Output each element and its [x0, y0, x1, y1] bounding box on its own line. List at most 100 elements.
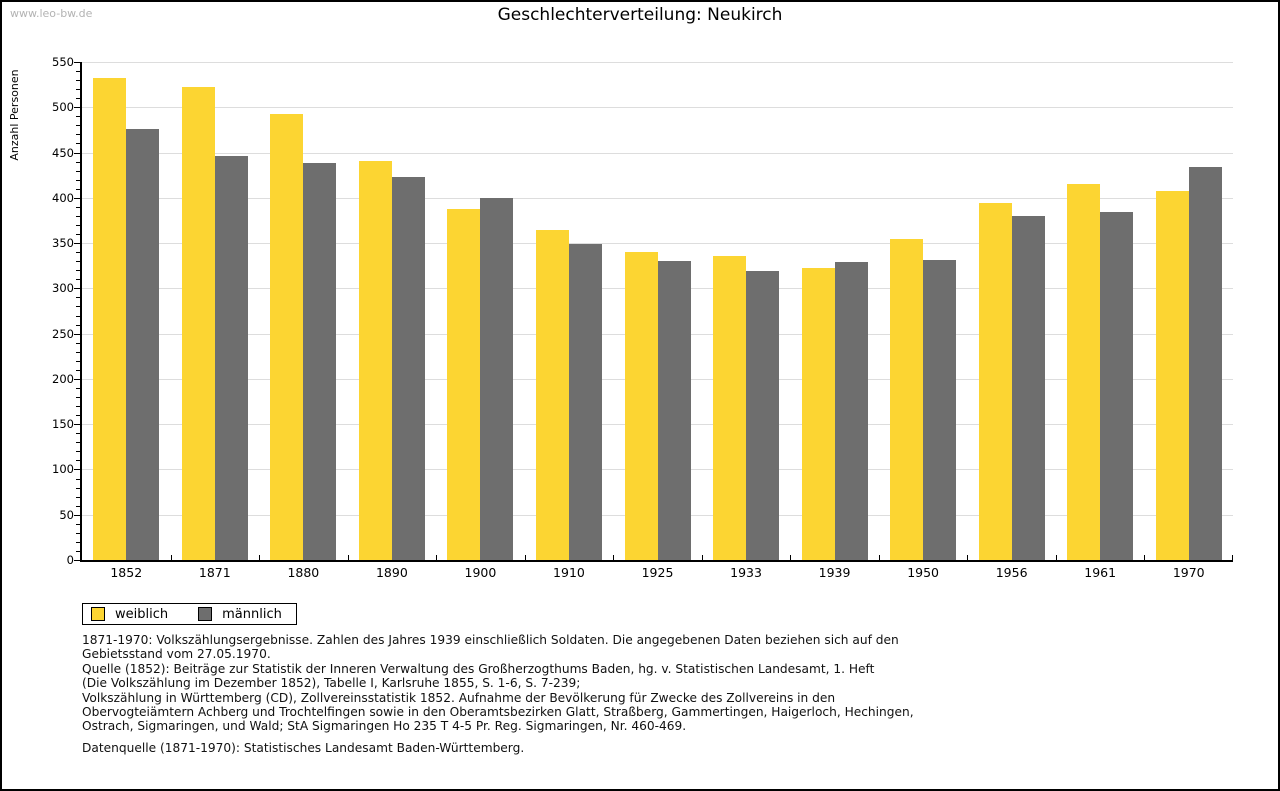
y-tick-260 [76, 324, 80, 326]
bar-männlich-1900 [480, 197, 514, 560]
y-tick-240 [76, 342, 80, 344]
y-tick-290 [76, 297, 80, 299]
y-tick-200 [74, 378, 80, 380]
y-axis-label: Anzahl Personen [8, 69, 21, 161]
x-axis-line [80, 560, 1233, 562]
x-axis-tick [967, 555, 969, 560]
y-tick-360 [76, 234, 80, 236]
y-tick-140 [76, 433, 80, 435]
legend-item-maennlich: männlich [198, 607, 282, 622]
y-tick-300 [74, 288, 80, 290]
bar-männlich-1852 [126, 129, 160, 560]
y-tick-20 [76, 541, 80, 543]
watermark: www.leo-bw.de [10, 7, 93, 20]
y-tick-150 [74, 424, 80, 426]
y-axis-tick-label: 400 [52, 190, 74, 205]
y-tick-460 [76, 143, 80, 145]
x-axis-label-1950: 1950 [907, 565, 940, 580]
x-axis-label-1956: 1956 [995, 565, 1028, 580]
y-tick-0 [74, 560, 80, 561]
datasource-line: Datenquelle (1871-1970): Statistisches L… [82, 741, 525, 755]
x-axis-tick [878, 555, 880, 560]
x-axis-tick [613, 555, 615, 560]
x-axis-tick [1144, 555, 1146, 560]
x-axis-label-1890: 1890 [375, 565, 408, 580]
bar-weiblich-1880 [270, 113, 304, 560]
legend-label-weiblich: weiblich [115, 606, 169, 622]
y-tick-490 [76, 116, 80, 118]
y-tick-250 [74, 333, 80, 335]
bar-männlich-1880 [303, 163, 337, 560]
y-axis-line [80, 62, 82, 562]
y-tick-60 [76, 505, 80, 507]
bar-weiblich-1956 [978, 203, 1012, 560]
gridline-450 [82, 152, 1233, 154]
gridline-550 [82, 62, 1233, 63]
bar-weiblich-1910 [535, 229, 569, 560]
bar-weiblich-1970 [1155, 190, 1189, 560]
y-tick-270 [76, 315, 80, 317]
x-axis-label-1925: 1925 [641, 565, 674, 580]
x-axis-tick [1055, 555, 1057, 560]
footnotes: 1871-1970: Volkszählungsergebnisse. Zahl… [82, 633, 914, 734]
x-axis-label-1852: 1852 [110, 565, 143, 580]
y-axis-tick-label: 250 [52, 326, 74, 341]
y-tick-510 [76, 98, 80, 100]
y-tick-400 [74, 197, 80, 199]
legend-swatch-weiblich [91, 607, 105, 621]
footnote-line: Obervogteiämtern Achberg und Trochtelfin… [82, 705, 914, 720]
x-axis-tick [524, 555, 526, 560]
x-axis-label-1939: 1939 [818, 565, 851, 580]
x-axis-label-1871: 1871 [198, 565, 231, 580]
y-tick-120 [76, 451, 80, 453]
y-tick-280 [76, 306, 80, 308]
y-tick-100 [74, 469, 80, 471]
y-tick-10 [76, 550, 80, 552]
y-tick-130 [76, 442, 80, 444]
y-tick-210 [76, 369, 80, 371]
y-tick-530 [76, 80, 80, 82]
bar-weiblich-1961 [1067, 184, 1101, 560]
y-axis-tick-label: 550 [52, 55, 74, 69]
x-axis-tick [259, 555, 261, 560]
footnote-line: (Die Volkszählung im Dezember 1852), Tab… [82, 676, 581, 691]
y-tick-380 [76, 215, 80, 217]
y-axis-tick-label: 100 [52, 462, 74, 477]
bar-männlich-1961 [1100, 212, 1134, 560]
gridline-500 [82, 107, 1233, 109]
footnote-line: Ostrach, Sigmaringen, und Wald; StA Sigm… [82, 719, 687, 734]
y-tick-420 [76, 179, 80, 181]
y-tick-220 [76, 360, 80, 362]
y-tick-340 [76, 252, 80, 254]
x-axis-tick [701, 555, 703, 560]
bar-weiblich-1925 [624, 252, 658, 560]
gridline-350 [82, 243, 1233, 245]
y-tick-160 [76, 415, 80, 417]
y-tick-40 [76, 523, 80, 525]
x-axis-tick [170, 555, 172, 560]
bar-männlich-1890 [391, 177, 425, 560]
x-axis-label-1910: 1910 [553, 565, 585, 580]
y-tick-30 [76, 532, 80, 534]
bar-weiblich-1890 [358, 160, 392, 560]
footnote-line: Gebietsstand vom 27.05.1970. [82, 647, 271, 662]
y-tick-330 [76, 261, 80, 263]
bar-männlich-1871 [214, 156, 248, 560]
y-axis-tick-label: 300 [52, 281, 74, 296]
y-axis-tick-label: 350 [52, 236, 74, 251]
x-axis-tick [347, 555, 349, 560]
y-tick-320 [76, 270, 80, 272]
y-tick-180 [76, 397, 80, 399]
bar-weiblich-1871 [181, 87, 215, 560]
y-tick-350 [74, 243, 80, 245]
y-tick-410 [76, 188, 80, 190]
y-axis-tick-label: 0 [66, 553, 74, 567]
y-axis-tick-label: 150 [52, 417, 74, 432]
y-tick-230 [76, 351, 80, 353]
y-tick-520 [76, 89, 80, 91]
y-axis-tick-label: 500 [52, 100, 74, 115]
y-tick-190 [76, 387, 80, 389]
y-tick-80 [76, 487, 80, 489]
x-axis-label-1961: 1961 [1084, 565, 1117, 580]
y-tick-390 [76, 206, 80, 208]
